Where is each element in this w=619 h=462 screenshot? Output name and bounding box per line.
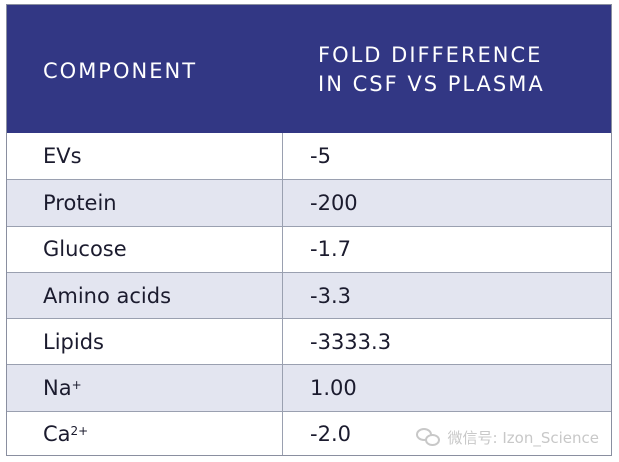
table-row: Amino acids -3.3 bbox=[7, 271, 611, 319]
cell-component: Lipids bbox=[43, 319, 104, 364]
cell-fold-value: -1.7 bbox=[310, 237, 351, 262]
component-name: Glucose bbox=[43, 237, 127, 262]
component-name: Protein bbox=[43, 190, 117, 215]
header-fold-line1: FOLD DIFFERENCE bbox=[318, 43, 543, 67]
column-divider bbox=[282, 133, 283, 455]
header-component: COMPONENT bbox=[43, 59, 198, 83]
cell-fold-value: -3.3 bbox=[310, 283, 351, 308]
component-name: Na bbox=[43, 376, 72, 401]
component-name: EVs bbox=[43, 144, 82, 169]
table-row: Na + 1.00 bbox=[7, 364, 611, 411]
header-fold-line2: IN CSF VS PLASMA bbox=[318, 72, 545, 96]
component-name: Lipids bbox=[43, 329, 104, 354]
table-body: EVs -5 Protein -200 Glucose -1.7 Amino a… bbox=[7, 133, 611, 455]
cell-fold-value: -5 bbox=[310, 144, 331, 169]
component-name: Amino acids bbox=[43, 283, 172, 308]
cell-component: Ca 2+ bbox=[43, 422, 89, 447]
cell-component: Glucose bbox=[43, 227, 127, 272]
table-row: EVs -5 bbox=[7, 133, 611, 180]
cell-component: Protein bbox=[43, 180, 117, 225]
table-header: COMPONENT FOLD DIFFERENCE IN CSF VS PLAS… bbox=[7, 5, 611, 133]
data-table: COMPONENT FOLD DIFFERENCE IN CSF VS PLAS… bbox=[6, 4, 612, 456]
table-row: Protein -200 bbox=[7, 179, 611, 226]
cell-component: Na + bbox=[43, 376, 82, 401]
cell-fold-value: 1.00 bbox=[310, 376, 357, 401]
watermark: 微信号: Izon_Science bbox=[415, 427, 599, 448]
cell-component: EVs bbox=[43, 133, 82, 179]
table-row: Lipids -3333.3 bbox=[7, 318, 611, 365]
header-fold-difference: FOLD DIFFERENCE IN CSF VS PLASMA bbox=[318, 41, 608, 99]
table-row: Ca 2+ -2.0 bbox=[7, 410, 611, 455]
cell-fold-value: -200 bbox=[310, 190, 358, 215]
cell-component: Amino acids bbox=[43, 273, 171, 318]
wechat-icon bbox=[415, 427, 442, 448]
table-row: Glucose -1.7 bbox=[7, 225, 611, 272]
cell-fold-value: -3333.3 bbox=[310, 329, 392, 354]
watermark-text: 微信号: Izon_Science bbox=[447, 429, 599, 447]
cell-fold-value: -2.0 bbox=[310, 422, 351, 447]
component-name: Ca bbox=[43, 422, 71, 447]
